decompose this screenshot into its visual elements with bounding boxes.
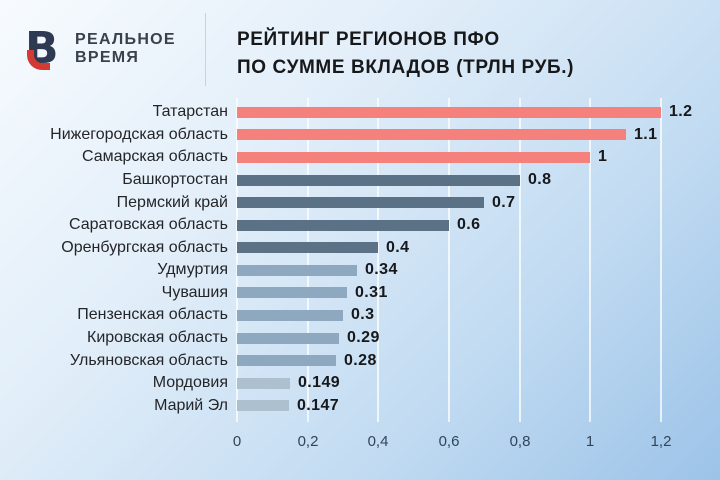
bar-row: Пермский край 0.7: [0, 191, 720, 214]
bar-track: 0.29: [237, 329, 720, 347]
header: В РЕАЛЬНОЕ ВРЕМЯ РЕЙТИНГ РЕГИОНОВ ПФО ПО…: [0, 0, 720, 96]
bar-label: Самарская область: [81, 148, 228, 166]
bar-label: Удмуртия: [157, 261, 228, 279]
bar-row: Кировская область 0.29: [0, 327, 720, 350]
bar-row: Башкортостан 0.8: [0, 169, 720, 192]
bar-track: 0.8: [237, 171, 720, 189]
x-axis-tick: 1: [585, 433, 595, 450]
x-axis-tick: 0,6: [438, 433, 460, 450]
bar-value: 0.149: [298, 374, 341, 392]
bar-row: Марий Эл 0.147: [0, 395, 720, 418]
bar-label: Кировская область: [87, 329, 228, 347]
logo-red-swoosh-icon: [27, 50, 50, 70]
bar-row: Нижегородская область 1.1: [0, 124, 720, 147]
logo-wordmark: РЕАЛЬНОЕ ВРЕМЯ: [75, 31, 176, 67]
bar-row: Удмуртия 0.34: [0, 259, 720, 282]
header-divider: [205, 13, 206, 86]
bar-value: 1.2: [669, 103, 693, 121]
bar-chart: Татарстан 1.2 Нижегородская область 1.1 Сама…: [0, 101, 720, 417]
bar: [237, 332, 339, 344]
chart-title-line2: ПО СУММЕ ВКЛАДОВ (ТРЛН РУБ.): [237, 57, 575, 78]
bar-row: Татарстан 1.2: [0, 101, 720, 124]
bar: [237, 151, 590, 163]
bar-track: 0.7: [237, 194, 720, 212]
bar-track: 1: [237, 148, 720, 166]
bar-value: 0.7: [492, 193, 516, 211]
bar-label: Нижегородская область: [50, 125, 228, 143]
bar: [237, 377, 290, 389]
bar: [237, 264, 357, 276]
bar-value: 1: [598, 148, 608, 166]
x-axis-tick: 0,4: [367, 433, 389, 450]
chart-title-line1: РЕЙТИНГ РЕГИОНОВ ПФО: [237, 29, 500, 50]
bar-value: 0.34: [365, 261, 398, 279]
bar-label: Оренбургская область: [61, 238, 228, 256]
bar-label: Пермский край: [116, 193, 228, 211]
bar-value: 0.28: [344, 351, 377, 369]
bar-value: 1.1: [634, 125, 658, 143]
x-axis-tick: 1,2: [650, 433, 672, 450]
bar-label: Башкортостан: [122, 171, 228, 189]
bar: [237, 174, 520, 186]
bar-row: Чувашия 0.31: [0, 282, 720, 305]
bar-label: Татарстан: [152, 103, 228, 121]
bar-row: Пензенская область 0.3: [0, 304, 720, 327]
logo: В РЕАЛЬНОЕ ВРЕМЯ: [25, 26, 176, 72]
bar: [237, 400, 289, 412]
bar-value: 0.4: [386, 238, 410, 256]
bar-value: 0.6: [457, 216, 481, 234]
bar-value: 0.147: [297, 396, 340, 414]
bar-track: 0.28: [237, 352, 720, 370]
bar-label: Чувашия: [161, 283, 228, 301]
bar-value: 0.8: [528, 171, 552, 189]
bar-track: 0.149: [237, 374, 720, 392]
bar: [237, 129, 626, 141]
bar-value: 0.31: [355, 283, 388, 301]
bar-label: Саратовская область: [68, 216, 228, 234]
bar-label: Марий Эл: [154, 396, 228, 414]
bar-track: 0.31: [237, 284, 720, 302]
bar-track: 0.6: [237, 216, 720, 234]
bar-row: Мордовия 0.149: [0, 372, 720, 395]
x-axis-tick: 0,2: [297, 433, 319, 450]
bar-track: 0.3: [237, 306, 720, 324]
bar: [237, 242, 378, 254]
bar: [237, 309, 343, 321]
logo-wordmark-line1: РЕАЛЬНОЕ: [75, 31, 176, 48]
bar-track: 1.2: [237, 103, 720, 121]
bar-row: Саратовская область 0.6: [0, 214, 720, 237]
bar-row: Ульяновская область 0.28: [0, 349, 720, 372]
x-axis-tick: 0,8: [509, 433, 531, 450]
bar: [237, 219, 449, 231]
logo-wordmark-line2: ВРЕМЯ: [75, 49, 140, 66]
bar-row: Оренбургская область 0.4: [0, 236, 720, 259]
bar-row: Самарская область 1: [0, 146, 720, 169]
bar-value: 0.29: [347, 329, 380, 347]
bar-track: 0.34: [237, 261, 720, 279]
bar-label: Мордовия: [152, 374, 228, 392]
bar-label: Пензенская область: [77, 306, 228, 324]
x-axis-tick: 0: [232, 433, 242, 450]
x-axis: 0 0,2 0,4 0,6 0,8 1 1,2: [0, 433, 720, 453]
bar-track: 0.4: [237, 239, 720, 257]
bar: [237, 355, 336, 367]
bar: [237, 197, 484, 209]
realnoe-vremya-logo-icon: В: [25, 26, 65, 72]
bar-value: 0.3: [351, 306, 375, 324]
bar: [237, 106, 661, 118]
bar-label: Ульяновская область: [69, 351, 228, 369]
bar-track: 1.1: [237, 126, 720, 144]
chart-title: РЕЙТИНГ РЕГИОНОВ ПФО ПО СУММЕ ВКЛАДОВ (Т…: [237, 26, 574, 82]
bar-track: 0.147: [237, 397, 720, 415]
bar: [237, 287, 347, 299]
